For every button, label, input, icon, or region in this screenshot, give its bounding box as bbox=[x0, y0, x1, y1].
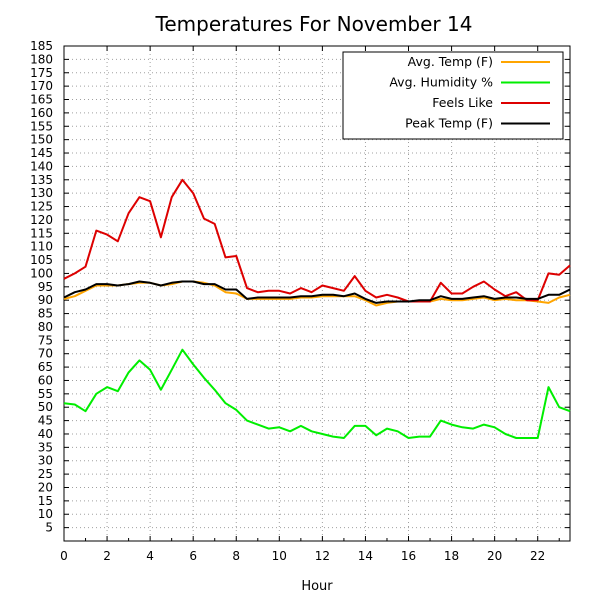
y-tick-label: 20 bbox=[38, 480, 53, 494]
y-tick-label: 140 bbox=[30, 159, 53, 173]
y-tick-label: 170 bbox=[30, 79, 53, 93]
x-tick-label: 0 bbox=[60, 549, 68, 563]
y-tick-label: 15 bbox=[38, 494, 53, 508]
y-tick-label: 135 bbox=[30, 173, 53, 187]
y-tick-label: 90 bbox=[38, 293, 53, 307]
y-tick-label: 30 bbox=[38, 454, 53, 468]
y-tick-label: 105 bbox=[30, 253, 53, 267]
y-tick-label: 150 bbox=[30, 133, 53, 147]
x-tick-label: 6 bbox=[189, 549, 197, 563]
y-tick-label: 60 bbox=[38, 373, 53, 387]
series-line bbox=[63, 348, 571, 439]
legend: Avg. Temp (F) Avg. Humidity % Feels Like Pe… bbox=[342, 51, 564, 140]
x-tick-label: 16 bbox=[401, 549, 416, 563]
y-tick-label: 40 bbox=[38, 427, 53, 441]
y-tick-label: 95 bbox=[38, 280, 53, 294]
x-tick-label: 18 bbox=[444, 549, 459, 563]
y-tick-label: 100 bbox=[30, 266, 53, 280]
y-tick-label: 75 bbox=[38, 333, 53, 347]
y-tick-label: 175 bbox=[30, 66, 53, 80]
y-tick-label: 70 bbox=[38, 347, 53, 361]
grid bbox=[64, 46, 570, 541]
x-tick-label: 2 bbox=[103, 549, 111, 563]
axis-ticks: 0 2 4 6 8 10 12 14 16 18 20 22510152025303540455055… bbox=[30, 39, 570, 563]
series-lines bbox=[63, 178, 571, 439]
y-tick-label: 65 bbox=[38, 360, 53, 374]
series-line bbox=[63, 280, 571, 304]
x-tick-label: 4 bbox=[146, 549, 154, 563]
series-line bbox=[63, 280, 571, 307]
y-tick-label: 160 bbox=[30, 106, 53, 120]
y-tick-label: 145 bbox=[30, 146, 53, 160]
y-tick-label: 50 bbox=[38, 400, 53, 414]
x-tick-label: 12 bbox=[315, 549, 330, 563]
x-tick-label: 22 bbox=[530, 549, 545, 563]
series-line bbox=[63, 178, 571, 303]
y-tick-label: 85 bbox=[38, 307, 53, 321]
y-tick-label: 165 bbox=[30, 93, 53, 107]
y-tick-label: 25 bbox=[38, 467, 53, 481]
y-tick-label: 35 bbox=[38, 440, 53, 454]
y-tick-label: 180 bbox=[30, 52, 53, 66]
x-axis-label: Hour bbox=[301, 579, 333, 594]
legend-label: Feels Like bbox=[432, 95, 493, 110]
x-tick-label: 10 bbox=[272, 549, 287, 563]
x-tick-label: 14 bbox=[358, 549, 373, 563]
y-tick-label: 80 bbox=[38, 320, 53, 334]
y-tick-label: 110 bbox=[30, 240, 53, 254]
legend-label: Peak Temp (F) bbox=[405, 116, 493, 131]
y-tick-label: 10 bbox=[38, 507, 53, 521]
y-tick-label: 55 bbox=[38, 387, 53, 401]
y-tick-label: 120 bbox=[30, 213, 53, 227]
chart-title: Temperatures For November 14 bbox=[155, 12, 473, 36]
legend-label: Avg. Humidity % bbox=[389, 75, 493, 90]
y-tick-label: 155 bbox=[30, 119, 53, 133]
plot-area-frame bbox=[63, 45, 571, 542]
y-tick-label: 5 bbox=[45, 521, 53, 535]
y-tick-label: 115 bbox=[30, 226, 53, 240]
x-tick-label: 20 bbox=[487, 549, 502, 563]
y-tick-label: 125 bbox=[30, 200, 53, 214]
legend-label: Avg. Temp (F) bbox=[408, 54, 493, 69]
x-tick-label: 8 bbox=[232, 549, 240, 563]
y-tick-label: 130 bbox=[30, 186, 53, 200]
y-tick-label: 45 bbox=[38, 414, 53, 428]
y-tick-label: 185 bbox=[30, 39, 53, 53]
